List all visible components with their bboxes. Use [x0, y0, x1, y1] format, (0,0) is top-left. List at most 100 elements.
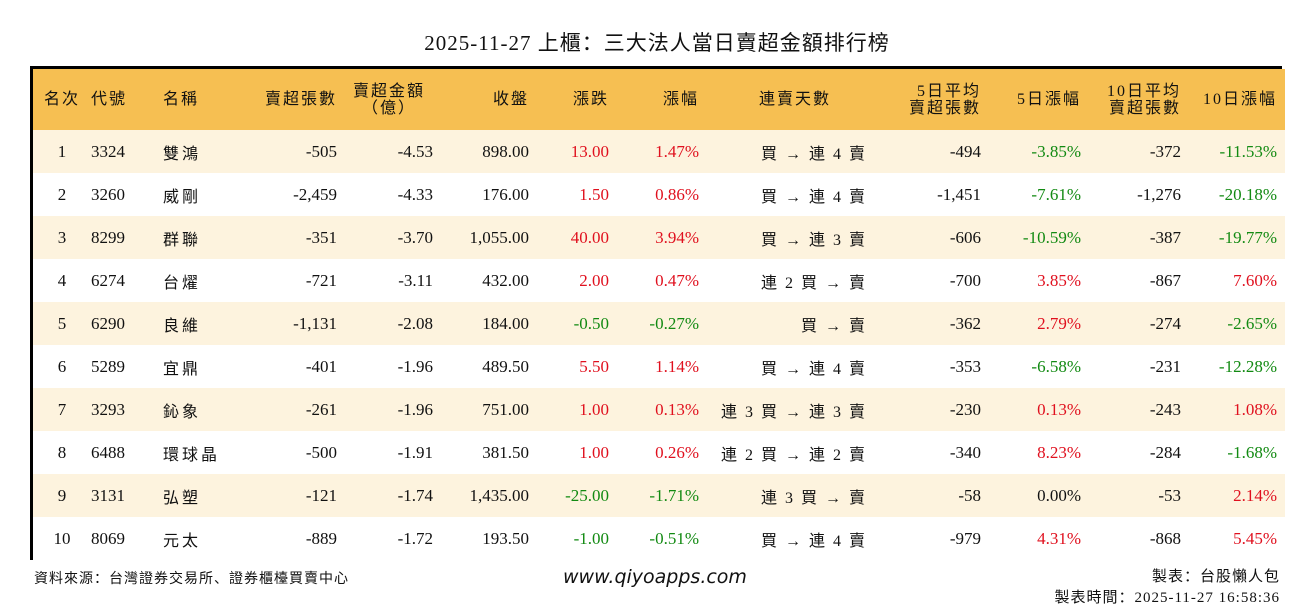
cell-streak: 連 3 買 → 賣 — [760, 489, 867, 507]
cell-avg10-sell: -868 — [1149, 528, 1181, 548]
cell-rank: 1 — [57, 141, 67, 161]
cell-avg5-sell: -700 — [949, 270, 981, 290]
cell-net-sell-amount: -2.08 — [397, 313, 433, 333]
cell-close: 489.50 — [482, 356, 529, 376]
cell-chg10-pct: -12.28% — [1218, 356, 1277, 376]
cell-avg10-sell: -231 — [1149, 356, 1181, 376]
cell-streak: 買 → 連 3 賣 — [760, 231, 867, 249]
table-row: 3 8299 群聯 -351 -3.70 1,055.00 40.00 3.94% 買 → 連 … — [33, 216, 1285, 259]
cell-chg5-pct: 0.00% — [1037, 485, 1081, 505]
cell-code: 3293 — [91, 399, 125, 419]
col-header-net-sell-lots: 賣超張數 — [264, 91, 337, 108]
cell-change-pct: 3.94% — [655, 227, 699, 247]
cell-code: 3260 — [91, 184, 125, 204]
cell-chg5-pct: 4.31% — [1037, 528, 1081, 548]
cell-avg10-sell: -284 — [1149, 442, 1181, 462]
cell-chg10-pct: -1.68% — [1227, 442, 1277, 462]
cell-chg10-pct: -11.53% — [1219, 141, 1277, 161]
col-header-avg10: 10日平均 賣超張數 — [1081, 69, 1181, 130]
cell-net-sell-lots: -1,131 — [293, 313, 337, 333]
col-header-code: 代號 — [91, 91, 128, 108]
cell-name: 弘塑 — [163, 489, 202, 507]
cell-avg5-sell: -353 — [949, 356, 981, 376]
cell-close: 193.50 — [482, 528, 529, 548]
cell-chg5-pct: 0.13% — [1037, 399, 1081, 419]
cell-code: 3324 — [91, 141, 125, 161]
cell-change-pct: 0.47% — [655, 270, 699, 290]
cell-chg5-pct: 8.23% — [1037, 442, 1081, 462]
cell-rank: 7 — [57, 399, 67, 419]
cell-change: -1.00 — [573, 528, 609, 548]
cell-name: 威剛 — [163, 188, 202, 206]
col-header-net-sell-amount: 賣超金額 （億） — [337, 69, 441, 130]
cell-name: 宜鼎 — [163, 360, 202, 378]
maker-label: 製表：台股懶人包 — [1151, 569, 1280, 585]
col-header-name: 名稱 — [163, 91, 200, 108]
page-title: 2025-11-27 上櫃：三大法人當日賣超金額排行榜 — [424, 31, 890, 55]
cell-avg5-sell: -362 — [949, 313, 981, 333]
cell-code: 8069 — [91, 528, 125, 548]
table-row: 5 6290 良維 -1,131 -2.08 184.00 -0.50 -0.27% 買 → 賣… — [33, 302, 1285, 345]
cell-close: 751.00 — [482, 399, 529, 419]
cell-name: 環球晶 — [163, 446, 221, 464]
cell-net-sell-amount: -1.91 — [397, 442, 433, 462]
cell-net-sell-amount: -1.74 — [397, 485, 433, 505]
cell-change: 40.00 — [570, 227, 609, 247]
table-header-row: 名次 代號 名稱 賣超張數 賣超金額 （億） 收盤 漲跌 漲幅 連賣天數 5日平… — [33, 69, 1285, 130]
cell-streak: 連 2 買 → 賣 — [760, 274, 867, 292]
cell-avg5-sell: -494 — [949, 141, 981, 161]
cell-streak: 買 → 連 4 賣 — [760, 145, 867, 163]
ranking-table-container: 名次 代號 名稱 賣超張數 賣超金額 （億） 收盤 漲跌 漲幅 連賣天數 5日平… — [30, 66, 1285, 560]
cell-avg10-sell: -867 — [1149, 270, 1181, 290]
cell-name: 群聯 — [163, 231, 202, 249]
cell-code: 6290 — [91, 313, 125, 333]
cell-name: 元太 — [163, 532, 202, 550]
table-row: 2 3260 威剛 -2,459 -4.33 176.00 1.50 0.86% 買 → 連 4… — [33, 173, 1285, 216]
col-header-change: 漲跌 — [572, 91, 609, 108]
col-header-change-pct: 漲幅 — [662, 91, 699, 108]
cell-chg5-pct: 3.85% — [1037, 270, 1081, 290]
cell-chg10-pct: 5.45% — [1233, 528, 1277, 548]
cell-net-sell-amount: -1.72 — [397, 528, 433, 548]
cell-net-sell-lots: -889 — [305, 528, 337, 548]
cell-change-pct: -0.51% — [649, 528, 699, 548]
col-header-net-sell-amount-line2: （億） — [361, 99, 416, 117]
cell-avg5-sell: -230 — [949, 399, 981, 419]
cell-change-pct: 0.86% — [655, 184, 699, 204]
cell-change: 1.50 — [579, 184, 609, 204]
cell-name: 雙鴻 — [163, 145, 202, 163]
cell-chg10-pct: 7.60% — [1233, 270, 1277, 290]
cell-streak: 買 → 連 4 賣 — [760, 188, 867, 206]
cell-net-sell-amount: -4.53 — [397, 141, 433, 161]
col-header-avg5: 5日平均 賣超張數 — [879, 69, 981, 130]
website-link[interactable]: www.qiyoapps.com — [563, 566, 747, 588]
cell-code: 3131 — [91, 485, 125, 505]
cell-code: 6488 — [91, 442, 125, 462]
made-time-label: 製表時間：2025-11-27 16:58:36 — [1054, 590, 1280, 606]
cell-rank: 9 — [57, 485, 67, 505]
cell-avg5-sell: -606 — [949, 227, 981, 247]
cell-rank: 4 — [57, 270, 67, 290]
cell-chg5-pct: -3.85% — [1031, 141, 1081, 161]
cell-code: 6274 — [91, 270, 125, 290]
cell-avg5-sell: -340 — [949, 442, 981, 462]
cell-chg10-pct: 2.14% — [1233, 485, 1277, 505]
cell-avg10-sell: -53 — [1158, 485, 1181, 505]
cell-chg5-pct: -7.61% — [1031, 184, 1081, 204]
cell-change-pct: 0.26% — [655, 442, 699, 462]
col-header-avg10-line1: 10日平均 — [1106, 82, 1181, 100]
table-row: 6 5289 宜鼎 -401 -1.96 489.50 5.50 1.14% 買 → 連 4 賣… — [33, 345, 1285, 388]
table-row: 1 3324 雙鴻 -505 -4.53 898.00 13.00 1.47% 買 → 連 4 … — [33, 130, 1285, 173]
cell-change-pct: 1.47% — [655, 141, 699, 161]
cell-change: 1.00 — [579, 442, 609, 462]
cell-net-sell-lots: -351 — [305, 227, 337, 247]
col-header-avg5-line2: 賣超張數 — [908, 99, 981, 117]
cell-net-sell-lots: -721 — [305, 270, 337, 290]
cell-rank: 5 — [57, 313, 67, 333]
cell-streak: 買 → 連 4 賣 — [760, 532, 867, 550]
cell-net-sell-lots: -500 — [305, 442, 337, 462]
table-body: 1 3324 雙鴻 -505 -4.53 898.00 13.00 1.47% 買 → 連 4 … — [33, 130, 1285, 560]
cell-avg10-sell: -372 — [1149, 141, 1181, 161]
col-header-streak: 連賣天數 — [758, 91, 831, 108]
col-header-avg5-line1: 5日平均 — [916, 82, 981, 100]
